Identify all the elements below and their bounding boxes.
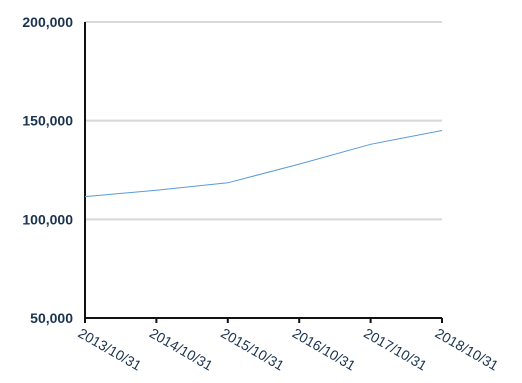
y-tick-label: 50,000 [30, 310, 73, 326]
x-tick-label: 2015/10/31 [218, 325, 287, 374]
x-tick-label: 2013/10/31 [76, 325, 145, 374]
series-layer [84, 130, 443, 198]
x-tick-label: 2014/10/31 [147, 325, 216, 374]
grid-layer [85, 21, 442, 221]
x-tick-label: 2016/10/31 [290, 325, 359, 374]
y-tick-label: 150,000 [22, 113, 73, 129]
series-line [84, 130, 443, 198]
y-tick-label: 100,000 [22, 211, 73, 227]
x-tick-label: 2017/10/31 [361, 325, 430, 374]
x-tick-label: 2018/10/31 [433, 325, 502, 374]
y-tick-label: 200,000 [22, 14, 73, 30]
axis-layer [84, 22, 443, 323]
